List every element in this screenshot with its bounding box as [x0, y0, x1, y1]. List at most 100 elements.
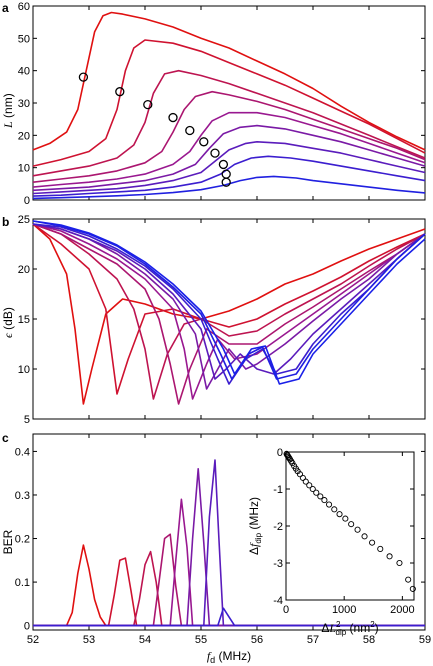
inset-point-18	[317, 493, 324, 500]
panel-b-ylabel: ϵ (dB)	[1, 307, 15, 338]
panel-a-ytick-label-5: 50	[18, 33, 30, 45]
panel-b-series-6	[32, 223, 426, 390]
panel-a-marker-2	[115, 87, 125, 97]
panel-c-series-1	[33, 544, 425, 627]
inset-ytick-label-4: -4	[273, 595, 283, 607]
panel-a-marker-10	[221, 177, 231, 187]
panel-c-xtick-label-3: 55	[195, 634, 207, 646]
panel-c-xlabel: fd (MHz)	[207, 649, 251, 665]
inset-ytick-label-1: -1	[273, 484, 283, 496]
panel-a: a 0 10 20 30 40 50 60 L (nm)	[1, 1, 426, 207]
panel-a-ylabel: L (nm)	[1, 93, 15, 129]
panel-a-marker-5	[185, 125, 195, 136]
panel-a-series-1	[32, 11, 426, 151]
inset-point-12	[296, 471, 304, 478]
panel-a-ytick-label-0: 0	[24, 195, 30, 207]
panel-b-series-7	[32, 223, 426, 380]
panel-a-series-3	[32, 69, 426, 177]
inset-point-25	[354, 526, 361, 533]
inset-point-27	[369, 539, 376, 546]
inset-point-24	[348, 521, 355, 528]
inset-ytick-label-3: -3	[273, 558, 283, 570]
panel-a-series-6	[32, 124, 426, 192]
panel-c-xtick-label-1: 53	[83, 634, 95, 646]
panel-a-series-2	[32, 39, 426, 167]
panel-c-ytick-label-1: 0.1	[15, 577, 30, 589]
panel-b-ytick-label-4: 25	[18, 214, 30, 226]
panel-c-ytick-label-3: 0.3	[15, 490, 30, 502]
inset-point-15	[306, 482, 313, 489]
inset-point-32	[409, 585, 416, 592]
inset-xtick-label-0: 0	[283, 604, 289, 616]
panel-a-series-5	[32, 111, 426, 188]
panel-a-ytick-label-1: 10	[18, 163, 30, 175]
inset-point-31	[405, 576, 412, 583]
panel-a-marker-1	[78, 72, 89, 82]
panel-a-series-8	[32, 155, 426, 197]
inset-ylabel: Δfdip (MHz)	[247, 497, 263, 555]
panel-label-b: b	[2, 215, 9, 229]
panel-a-marker-6	[199, 137, 209, 147]
panel-c-xtick-label-4: 56	[251, 634, 263, 646]
panel-c-ylabel: BER	[1, 529, 15, 554]
panel-c-xtick-label-2: 54	[139, 634, 151, 646]
panel-b-ytick-label-3: 20	[18, 264, 30, 276]
inset-xtick-label-1: 1000	[332, 604, 356, 616]
panel-label-a: a	[2, 1, 9, 15]
inset-chart: 0 -1 -2 -3 -4 0 1000 2000 Δfdip (MHz) ΔL2 dip (…	[247, 447, 416, 637]
inset-point-16	[309, 485, 316, 493]
panel-c-series-3	[33, 550, 425, 627]
inset-point-13	[299, 474, 306, 481]
inset-point-20	[326, 501, 333, 508]
panel-b-series-3	[32, 223, 426, 400]
panel-c-frame	[32, 433, 426, 631]
panel-c-series-8	[33, 607, 425, 627]
panel-a-marker-8	[218, 159, 229, 170]
inset-point-29	[386, 553, 393, 560]
inset-xlabel: ΔL2 dip (nm2)	[321, 620, 378, 637]
panel-a-series-4	[32, 90, 426, 183]
panel-c: c 0 0.1 0.2 0.3 0.4 52 53 54 55 56 57 58 59 BER fd …	[1, 431, 431, 665]
inset-point-21	[331, 506, 338, 513]
panel-a-series-9	[32, 175, 426, 200]
panel-b-series-1	[32, 223, 426, 405]
panel-b: b 5 10 15 20 25 ϵ (dB)	[1, 214, 426, 426]
panel-label-c: c	[2, 431, 9, 445]
inset-xtick-label-2: 2000	[390, 604, 414, 616]
panel-b-frame	[32, 218, 426, 420]
inset-point-26	[361, 533, 368, 540]
panel-a-ytick-label-6: 60	[18, 1, 30, 13]
panel-b-ytick-label-0: 5	[24, 414, 30, 426]
panel-c-xtick-label-0: 52	[27, 634, 39, 646]
panel-c-xtick-label-7: 59	[419, 634, 431, 646]
panel-a-marker-7	[210, 148, 220, 158]
inset-point-19	[321, 497, 328, 504]
inset-ytick-label-2: -2	[273, 521, 283, 533]
inset-point-5	[286, 454, 293, 461]
panel-c-series-4	[33, 533, 425, 627]
panel-c-ytick-label-4: 0.4	[15, 446, 30, 458]
inset-frame	[285, 451, 415, 601]
inset-ytick-label-0: 0	[277, 447, 283, 459]
panel-c-ytick-label-0: 0	[24, 621, 30, 633]
inset-point-22	[336, 511, 343, 518]
inset-point-14	[302, 478, 309, 485]
inset-point-17	[313, 489, 320, 496]
panel-a-series-7	[32, 141, 426, 195]
panel-c-xtick-label-5: 57	[307, 634, 319, 646]
panel-c-xtick-label-6: 58	[363, 634, 375, 646]
panel-a-ytick-label-4: 40	[18, 66, 30, 78]
inset-point-23	[342, 515, 349, 522]
inset-point-30	[396, 559, 403, 567]
panel-a-marker-4	[168, 112, 178, 123]
panel-b-ytick-label-2: 15	[18, 314, 30, 326]
panel-a-marker-9	[221, 169, 231, 179]
inset-point-28	[377, 545, 384, 552]
inset-point-8	[289, 460, 296, 467]
panel-a-ytick-label-2: 20	[18, 130, 30, 142]
panel-b-series-5	[32, 223, 426, 400]
panel-a-ytick-label-3: 30	[18, 98, 30, 110]
panel-b-series-10	[32, 220, 426, 385]
panel-b-ytick-label-1: 10	[18, 364, 30, 376]
